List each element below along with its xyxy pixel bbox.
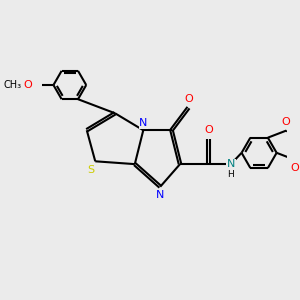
Text: N: N	[156, 190, 164, 200]
Text: O: O	[282, 117, 291, 127]
Text: O: O	[204, 125, 213, 135]
Text: O: O	[24, 80, 32, 90]
Text: CH₃: CH₃	[3, 80, 22, 90]
Text: S: S	[88, 165, 94, 175]
Text: N: N	[139, 118, 148, 128]
Text: O: O	[184, 94, 193, 104]
Text: H: H	[227, 169, 234, 178]
Text: O: O	[291, 164, 299, 173]
Text: N: N	[227, 159, 235, 169]
